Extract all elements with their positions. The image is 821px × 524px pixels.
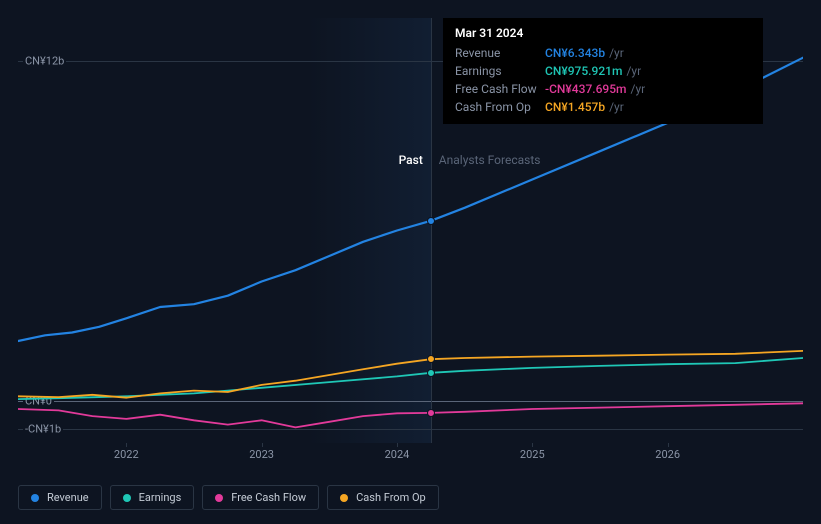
legend-label: Revenue xyxy=(47,491,89,504)
x-tick xyxy=(397,443,398,447)
marker-cfo xyxy=(427,355,435,363)
legend-item-fcf[interactable]: Free Cash Flow xyxy=(202,485,319,510)
tooltip-row-suffix: /yr xyxy=(609,98,624,116)
x-axis-label: 2023 xyxy=(249,448,274,461)
tooltip-date: Mar 31 2024 xyxy=(455,26,751,40)
x-tick xyxy=(668,443,669,447)
x-axis-label: 2025 xyxy=(520,448,545,461)
legend-label: Earnings xyxy=(139,491,182,504)
x-axis-label: 2026 xyxy=(655,448,680,461)
legend-item-earnings[interactable]: Earnings xyxy=(110,485,195,510)
tooltip-row-suffix: /yr xyxy=(626,62,641,80)
x-tick xyxy=(262,443,263,447)
legend-dot-icon xyxy=(123,494,131,502)
legend-item-cfo[interactable]: Cash From Op xyxy=(327,485,439,510)
series-earnings xyxy=(18,358,803,399)
chart-tooltip: Mar 31 2024 RevenueCN¥6.343b/yrEarningsC… xyxy=(443,18,763,124)
x-axis-label: 2022 xyxy=(114,448,139,461)
legend-label: Cash From Op xyxy=(356,491,426,504)
legend-dot-icon xyxy=(31,494,39,502)
x-tick xyxy=(532,443,533,447)
tooltip-row-label: Free Cash Flow xyxy=(455,80,545,98)
legend-label: Free Cash Flow xyxy=(231,491,306,504)
tooltip-row-suffix: /yr xyxy=(609,44,624,62)
tooltip-row: Cash From OpCN¥1.457b/yr xyxy=(455,98,751,116)
series-fcf xyxy=(18,403,803,427)
legend-dot-icon xyxy=(215,494,223,502)
tooltip-row: EarningsCN¥975.921m/yr xyxy=(455,62,751,80)
tooltip-row-label: Earnings xyxy=(455,62,545,80)
tooltip-row-label: Revenue xyxy=(455,44,545,62)
tooltip-row-value: -CN¥437.695m xyxy=(545,80,627,98)
legend-item-revenue[interactable]: Revenue xyxy=(18,485,102,510)
tooltip-row-label: Cash From Op xyxy=(455,98,545,116)
chart-legend: Revenue Earnings Free Cash Flow Cash From O… xyxy=(18,485,439,510)
tooltip-row-suffix: /yr xyxy=(631,80,646,98)
tooltip-row: Free Cash Flow-CN¥437.695m/yr xyxy=(455,80,751,98)
legend-dot-icon xyxy=(340,494,348,502)
tooltip-row-value: CN¥1.457b xyxy=(545,98,605,116)
marker-fcf xyxy=(427,409,435,417)
tooltip-row: RevenueCN¥6.343b/yr xyxy=(455,44,751,62)
marker-revenue xyxy=(427,217,435,225)
tooltip-row-value: CN¥975.921m xyxy=(545,62,622,80)
x-axis-label: 2024 xyxy=(385,448,410,461)
x-tick xyxy=(126,443,127,447)
marker-earnings xyxy=(427,369,435,377)
tooltip-row-value: CN¥6.343b xyxy=(545,44,605,62)
